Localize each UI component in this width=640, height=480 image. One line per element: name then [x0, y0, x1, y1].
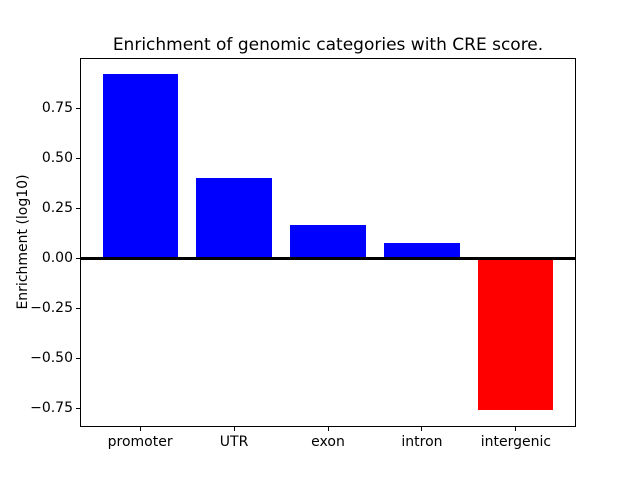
y-tick-mark [76, 357, 80, 359]
x-tick-label-intron: intron [401, 434, 443, 451]
chart-title: Enrichment of genomic categories with CR… [112, 35, 544, 55]
x-tick-label-exon: exon [311, 434, 345, 451]
y-tick-label: −0.75 [30, 400, 73, 417]
x-tick-mark [421, 427, 423, 432]
y-tick-mark [76, 307, 80, 309]
zero-baseline [80, 257, 576, 260]
y-tick-mark [76, 257, 80, 259]
x-tick-mark [327, 427, 329, 432]
y-tick-label: 0.25 [41, 200, 73, 217]
x-tick-label-intergenic: intergenic [480, 434, 552, 451]
y-tick-mark [76, 157, 80, 159]
bar-UTR [196, 178, 272, 259]
x-tick-mark [139, 427, 141, 432]
y-tick-label: −0.25 [30, 300, 73, 317]
y-tick-mark [76, 107, 80, 109]
plot-area: 0.75 0.50 0.25 0.00 −0.25 −0.50 −0.75 promoter U… [30, 57, 576, 450]
y-tick-mark [76, 207, 80, 209]
bar-promoter [102, 74, 178, 259]
bar-intergenic [478, 258, 554, 411]
bar-exon [290, 225, 366, 259]
x-tick-label-UTR: UTR [219, 434, 249, 451]
y-tick-label: 0.50 [41, 150, 73, 167]
x-tick-mark [515, 427, 517, 432]
bar-intron [384, 243, 460, 259]
x-tick-mark [233, 427, 235, 432]
y-tick-label: 0.00 [41, 250, 73, 267]
y-tick-mark [76, 407, 80, 409]
y-tick-label: 0.75 [41, 100, 73, 117]
x-tick-label-promoter: promoter [107, 434, 173, 451]
y-tick-label: −0.50 [30, 350, 73, 367]
y-axis-label: Enrichment (log10) [15, 174, 31, 310]
